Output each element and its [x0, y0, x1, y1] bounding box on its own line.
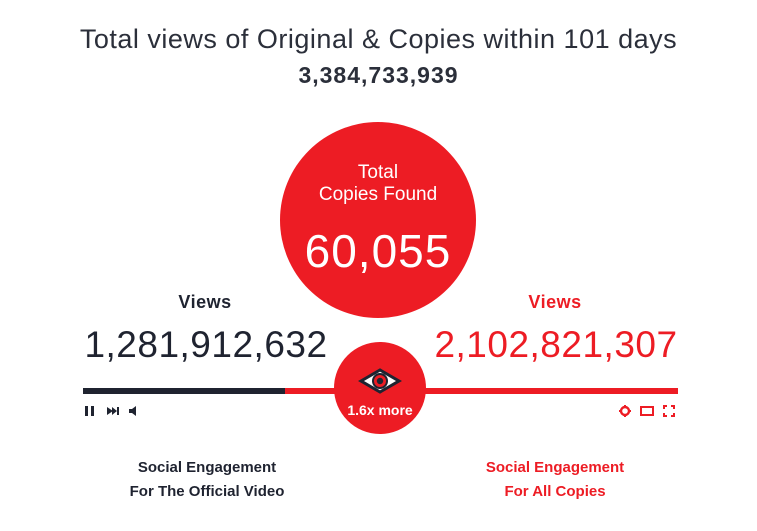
- official-engagement-line1: Social Engagement: [137, 459, 277, 476]
- official-views-label: Views: [178, 292, 232, 312]
- copies-engagement-line2: For All Copies: [504, 483, 606, 500]
- header-total-views: 3,384,733,939: [298, 62, 459, 88]
- ratio-text: 1.6x more: [347, 402, 413, 418]
- eye-icon: [358, 368, 402, 394]
- official-engagement-caption: Social Engagement For The Official Video: [87, 456, 327, 504]
- copies-found-label-line2: Copies Found: [318, 184, 438, 205]
- copies-engagement-line1: Social Engagement: [485, 459, 625, 476]
- header-title: Total views of Original & Copies within …: [79, 24, 678, 54]
- fullscreen-icon[interactable]: [663, 405, 675, 417]
- copies-views-count: 2,102,821,307: [434, 324, 678, 365]
- progress-bar-played[interactable]: [83, 388, 285, 394]
- copies-views-label: Views: [528, 292, 582, 312]
- theater-mode-icon[interactable]: [640, 405, 654, 417]
- official-engagement-line2: For The Official Video: [129, 483, 285, 500]
- copies-engagement-caption: Social Engagement For All Copies: [435, 456, 675, 504]
- copies-found-circle: Total Copies Found 60,055: [280, 122, 476, 318]
- ratio-badge: 1.6x more: [334, 342, 426, 434]
- official-views-count: 1,281,912,632: [84, 324, 328, 365]
- progress-bar-remaining[interactable]: [285, 388, 678, 394]
- skip-next-icon[interactable]: [106, 405, 120, 417]
- volume-icon[interactable]: [128, 405, 140, 417]
- copies-found-label-line1: Total: [357, 162, 399, 183]
- copies-found-count: 60,055: [304, 225, 452, 277]
- settings-icon[interactable]: [619, 405, 631, 417]
- pause-icon[interactable]: [84, 405, 96, 417]
